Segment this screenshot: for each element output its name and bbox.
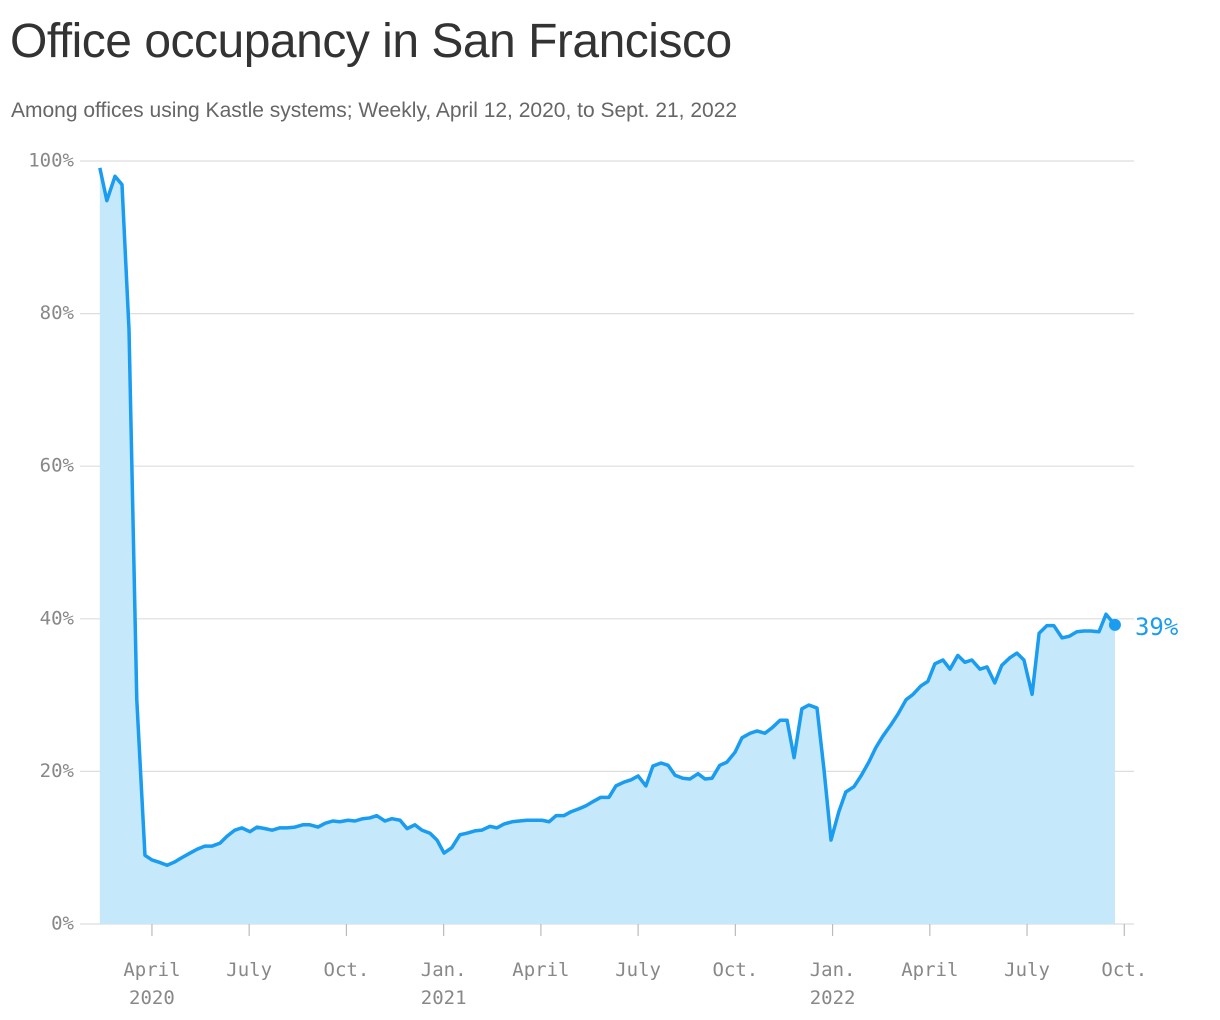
- y-tick-label: 40%: [40, 607, 75, 629]
- area-fill: [99, 167, 1115, 924]
- x-tick-label: Jan. 2021: [420, 959, 467, 1009]
- x-tick-label: July: [226, 959, 273, 981]
- x-tick-label: April 2020: [123, 959, 181, 1009]
- y-tick-label: 100%: [28, 150, 74, 172]
- x-tick-label: April: [512, 959, 570, 981]
- x-tick-label: April: [901, 959, 959, 981]
- end-dot: [1108, 618, 1121, 631]
- x-tick-label: Oct.: [323, 959, 370, 981]
- x-tick-label: July: [615, 959, 661, 981]
- chart-title: Office occupancy in San Francisco: [10, 15, 732, 68]
- y-tick-label: 80%: [40, 302, 75, 324]
- line: [98, 167, 1117, 867]
- x-tick-label: Oct.: [712, 959, 759, 981]
- y-tick-label: 60%: [40, 455, 75, 477]
- chart-subtitle: Among offices using Kastle systems; Week…: [11, 99, 738, 122]
- x-tick-label: Jan. 2022: [809, 959, 856, 1009]
- value-label: 39%: [1135, 613, 1179, 641]
- x-tick-label: July: [1004, 959, 1050, 981]
- x-tick-label: Oct.: [1101, 959, 1148, 981]
- y-tick-label: 20%: [40, 760, 75, 782]
- y-tick-label: 0%: [51, 913, 74, 935]
